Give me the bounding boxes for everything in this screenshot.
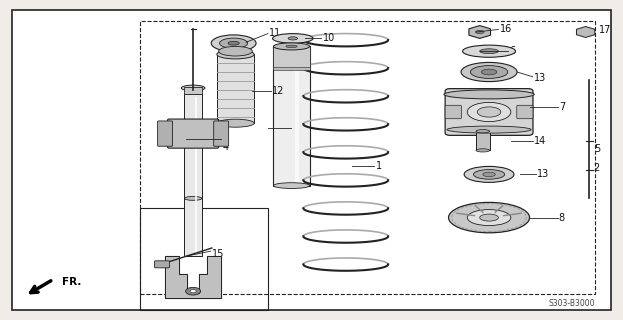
Ellipse shape [219,38,248,48]
Text: 16: 16 [500,24,512,35]
Text: 17: 17 [599,25,612,36]
Ellipse shape [476,130,490,133]
Ellipse shape [464,166,514,182]
Text: S303-B3000: S303-B3000 [548,299,595,308]
Polygon shape [165,256,221,298]
Text: 6: 6 [509,46,515,56]
Ellipse shape [480,214,498,221]
FancyBboxPatch shape [445,89,533,135]
Ellipse shape [181,85,205,91]
Text: 5: 5 [594,144,600,154]
Text: 3: 3 [222,134,229,144]
Text: 7: 7 [559,102,565,112]
Ellipse shape [273,183,310,188]
Ellipse shape [286,45,297,48]
Text: 11: 11 [269,28,282,38]
FancyBboxPatch shape [168,119,219,148]
Text: 14: 14 [534,136,546,146]
Ellipse shape [467,102,511,122]
Text: 2: 2 [594,163,600,173]
Bar [476,131,490,150]
Bar [273,46,310,186]
Ellipse shape [184,196,202,200]
Bar [184,94,202,198]
FancyBboxPatch shape [158,121,173,146]
Text: 10: 10 [323,33,335,44]
Text: 4: 4 [222,142,229,152]
Ellipse shape [211,35,256,52]
Bar [184,87,202,94]
Ellipse shape [475,30,484,34]
Bar [140,208,268,310]
FancyBboxPatch shape [517,105,533,119]
Text: 9: 9 [212,124,218,135]
Ellipse shape [217,50,254,59]
Ellipse shape [476,149,490,152]
FancyBboxPatch shape [214,121,229,146]
Ellipse shape [228,41,239,45]
Bar [140,21,595,294]
Text: 12: 12 [272,86,285,96]
Bar [217,54,254,123]
Ellipse shape [477,107,501,117]
Circle shape [186,287,201,295]
Ellipse shape [480,49,498,53]
FancyBboxPatch shape [445,105,461,119]
Ellipse shape [273,34,313,43]
Ellipse shape [447,126,531,133]
Ellipse shape [467,210,511,226]
FancyBboxPatch shape [155,261,169,268]
Text: 13: 13 [534,73,546,83]
Text: 1: 1 [376,161,382,172]
Ellipse shape [462,45,516,57]
Text: FR.: FR. [62,276,82,287]
Ellipse shape [449,202,530,233]
Ellipse shape [461,62,517,82]
Ellipse shape [273,43,310,50]
Ellipse shape [444,90,534,99]
Circle shape [190,290,196,293]
Text: 8: 8 [559,212,565,223]
Ellipse shape [288,37,298,40]
Bar [273,67,310,70]
Bar [273,46,310,69]
Ellipse shape [483,172,495,177]
Ellipse shape [470,66,508,78]
Ellipse shape [473,170,505,179]
Ellipse shape [217,119,254,127]
Bar [184,147,202,256]
Ellipse shape [219,46,252,56]
Text: 15: 15 [212,249,224,260]
Ellipse shape [481,69,497,75]
Text: 13: 13 [537,169,549,180]
